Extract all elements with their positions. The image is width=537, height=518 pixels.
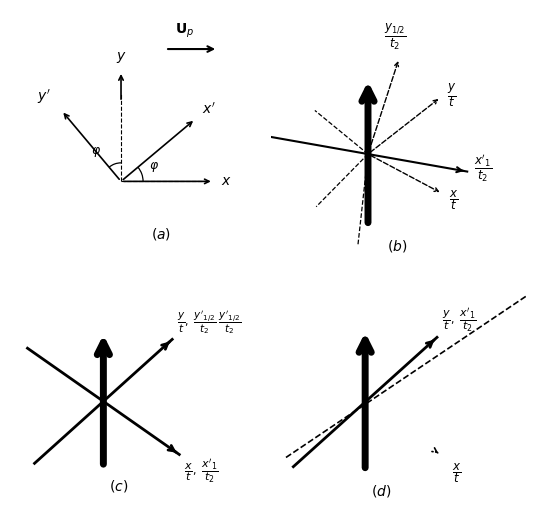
Text: $\dfrac{x}{t}$: $\dfrac{x}{t}$ [449,189,458,212]
Text: $(a)$: $(a)$ [151,226,171,242]
Text: $x$: $x$ [221,175,231,189]
Text: $y'$: $y'$ [37,88,51,106]
Text: $\dfrac{y}{t}$: $\dfrac{y}{t}$ [447,82,457,109]
Text: $\mathbf{U}_p$: $\mathbf{U}_p$ [175,22,194,40]
Text: $y$: $y$ [115,50,126,65]
Text: $\dfrac{y}{t},\ \dfrac{x'_1}{t_2}$: $\dfrac{y}{t},\ \dfrac{x'_1}{t_2}$ [442,307,476,335]
Text: $(d)$: $(d)$ [371,483,391,499]
Text: $\dfrac{x}{t}$: $\dfrac{x}{t}$ [452,462,462,485]
Text: $\dfrac{x'_1}{t_2}$: $\dfrac{x'_1}{t_2}$ [474,152,492,184]
Text: $\dfrac{y_{1/2}}{t_2}$: $\dfrac{y_{1/2}}{t_2}$ [383,23,406,52]
Text: $\dfrac{x}{t},\ \dfrac{x'_1}{t_2}$: $\dfrac{x}{t},\ \dfrac{x'_1}{t_2}$ [184,458,219,486]
Text: $x'$: $x'$ [201,102,215,117]
Text: $\dfrac{y}{t},\ \dfrac{y'_{1/2}}{t_2}\ \dfrac{y'_{1/2}}{t_2}$: $\dfrac{y}{t},\ \dfrac{y'_{1/2}}{t_2}\ \… [177,308,242,336]
Text: $\varphi$: $\varphi$ [149,160,159,174]
Text: $\varphi$: $\varphi$ [91,145,101,159]
Text: $(c)$: $(c)$ [109,478,128,494]
Text: $(b)$: $(b)$ [387,238,408,254]
